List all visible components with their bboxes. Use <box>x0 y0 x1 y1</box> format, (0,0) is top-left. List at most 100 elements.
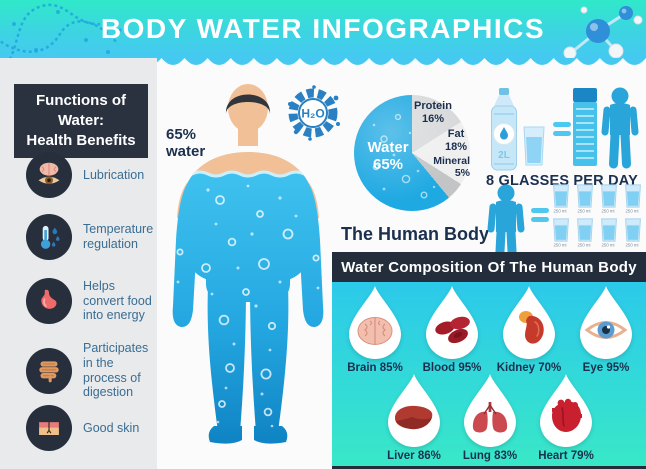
water-glass-icon <box>523 126 545 166</box>
organ-label: Blood 95% <box>422 362 482 374</box>
organ-label: Kidney 70% <box>496 362 562 374</box>
water-glass-icon <box>600 184 617 208</box>
skin-icon <box>26 405 72 451</box>
organ-label: Brain 85% <box>347 362 403 374</box>
glass-volume-label: 250 ml <box>578 209 591 215</box>
heart-icon <box>552 398 582 432</box>
glass-item: 250 ml <box>573 217 596 251</box>
water-drop-icon <box>464 374 516 447</box>
equals-sign <box>531 208 549 222</box>
organ-label: Liver 86% <box>387 450 441 462</box>
lungs-icon <box>472 402 508 433</box>
panel-bottom-edge <box>332 466 646 469</box>
organ-label: Lung 83% <box>462 450 518 462</box>
water-drop-icon <box>580 286 632 359</box>
body-water-fill <box>172 170 324 444</box>
organ-label: Heart 79% <box>538 450 594 462</box>
water-glass-icon <box>576 218 593 242</box>
page-title: BODY WATER INFOGRAPHICS <box>100 13 546 44</box>
person-icon <box>601 87 639 169</box>
function-label: Lubrication <box>83 167 145 182</box>
stacked-glasses-column-icon <box>573 88 597 166</box>
pie-circle <box>354 95 470 211</box>
function-label: Good skin <box>83 420 140 435</box>
water-glass-icon <box>624 218 641 242</box>
water-drop-icon <box>503 286 555 359</box>
eye-icon <box>584 321 628 339</box>
liver-icon <box>395 405 433 430</box>
water-glass-icon <box>600 218 617 242</box>
function-item-skin: Good skin <box>26 405 154 451</box>
h2o-text: H₂O <box>301 107 324 121</box>
water-glass-icon <box>552 184 569 208</box>
organ-drop-lung: Lung 83% <box>458 372 522 462</box>
human-body-water-figure <box>172 84 324 444</box>
sidebar-title-line1: Functions of Water: <box>36 91 126 129</box>
glass-volume-label: 250 ml <box>602 243 615 249</box>
bottle-volume-label: 2L <box>498 150 510 161</box>
brain-icon <box>357 317 393 345</box>
composition-title: Water Composition Of The Human Body <box>341 258 637 276</box>
organ-drop-liver: Liver 86% <box>382 372 446 462</box>
glass-item: 250 ml <box>621 183 644 217</box>
water-bottle-icon: 2L <box>491 88 517 171</box>
glass-item: 250 ml <box>597 217 620 251</box>
organ-drop-heart: Heart 79% <box>534 372 598 462</box>
composition-panel-header: Water Composition Of The Human Body <box>332 252 646 282</box>
pie-chart-title: The Human Body <box>340 224 489 244</box>
h2o-splash-badge: H₂O <box>288 85 340 141</box>
water-drop-icon <box>540 374 592 447</box>
glass-item: 250 ml <box>573 183 596 217</box>
hair <box>225 94 271 114</box>
pie-label-fat: Fat 18% <box>444 128 468 153</box>
sidebar-title-line2: Health Benefits <box>26 132 136 150</box>
stomach-icon <box>26 278 72 324</box>
blood-cells-icon <box>435 316 470 344</box>
kidney-icon <box>519 311 544 344</box>
organ-label: Eye 95% <box>582 362 630 374</box>
glass-volume-label: 250 ml <box>602 209 615 215</box>
banner: BODY WATER INFOGRAPHICS <box>0 0 646 70</box>
water-drop-icon <box>349 286 401 359</box>
pie-label-water: Water 65% <box>367 139 409 174</box>
pie-label-mineral: Mineral 5% <box>433 155 470 180</box>
sidebar-title: Functions of Water: Health Benefits <box>14 84 148 158</box>
intestine-icon <box>26 347 72 394</box>
organ-drop-brain: Brain 85% <box>343 284 407 374</box>
function-item-lubrication: Lubrication <box>26 152 154 198</box>
glass-volume-label: 250 ml <box>578 243 591 249</box>
water-glass-icon <box>576 184 593 208</box>
sidebar-functions: Functions of Water: Health Benefits Lubr… <box>0 58 157 469</box>
function-label: Temperature regulation <box>83 222 154 251</box>
glass-item: 250 ml <box>549 183 572 217</box>
glass-volume-label: 250 ml <box>626 243 639 249</box>
water-glass-icon <box>624 184 641 208</box>
glass-item: 250 ml <box>549 217 572 251</box>
water-drop-icon <box>388 374 440 447</box>
glasses-per-day-heading: 8 GLASSES PER DAY <box>486 173 638 189</box>
pie-label-protein: Protein 16% <box>414 100 452 125</box>
thermometer-icon <box>26 214 72 260</box>
organ-drop-blood: Blood 95% <box>420 284 484 374</box>
eight-glasses-grid: 250 ml 250 ml 250 ml 250 ml 250 ml 250 m… <box>549 183 646 251</box>
equals-sign <box>553 122 571 136</box>
function-item-energy: Helps convert food into energy <box>26 278 154 324</box>
organ-drop-eye: Eye 95% <box>574 284 638 374</box>
function-item-digestion: Participates in the process of digestion <box>26 341 154 400</box>
glass-volume-label: 250 ml <box>626 209 639 215</box>
glass-item: 250 ml <box>621 217 644 251</box>
water-drop-icon <box>426 286 478 359</box>
organ-drop-kidney: Kidney 70% <box>497 284 561 374</box>
banner-wave-edge <box>0 58 646 71</box>
function-label: Participates in the process of digestion <box>83 341 149 400</box>
glass-volume-label: 250 ml <box>554 209 567 215</box>
water-glass-icon <box>552 218 569 242</box>
eye-lubrication-icon <box>26 152 72 198</box>
glass-volume-label: 250 ml <box>554 243 567 249</box>
body-composition-pie-chart: Protein 16% Fat 18% Mineral 5% Water 65% <box>354 95 470 211</box>
body-water-percent-label: 65% water <box>166 126 206 160</box>
function-label: Helps convert food into energy <box>83 278 152 323</box>
glass-item: 250 ml <box>597 183 620 217</box>
function-item-temperature: Temperature regulation <box>26 214 154 260</box>
